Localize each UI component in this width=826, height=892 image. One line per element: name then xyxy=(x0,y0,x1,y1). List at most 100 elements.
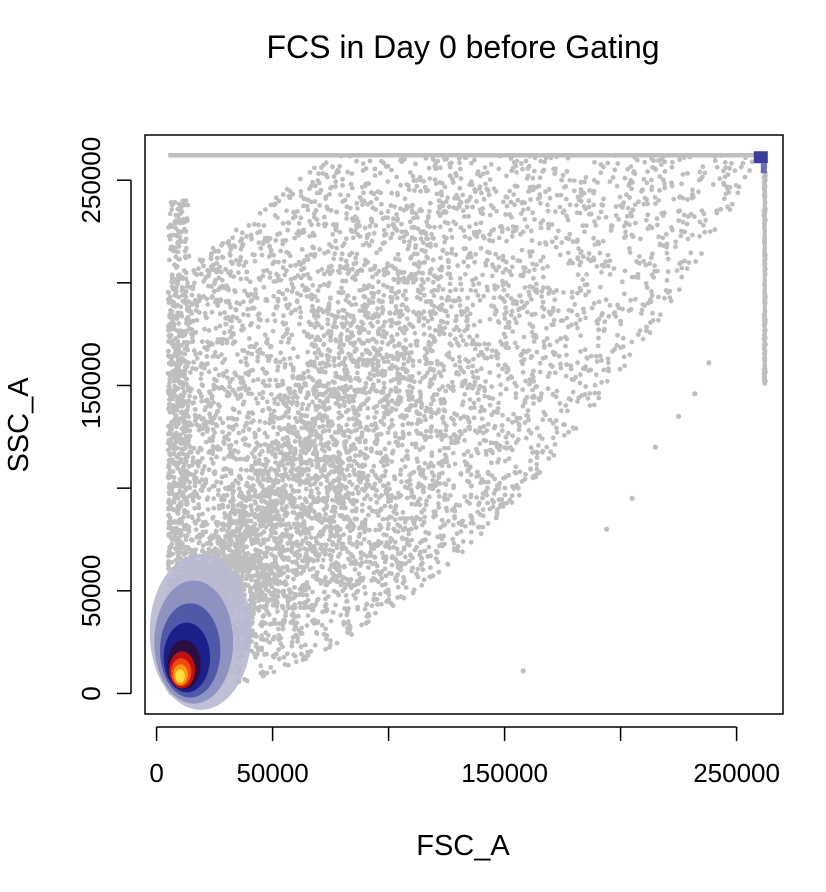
data-point xyxy=(645,201,650,207)
data-point xyxy=(525,408,531,413)
data-point xyxy=(306,362,311,368)
data-point xyxy=(712,158,718,164)
data-point xyxy=(207,390,213,396)
data-point xyxy=(233,392,239,398)
data-point xyxy=(615,332,620,338)
data-point xyxy=(489,348,495,353)
data-point xyxy=(686,260,692,265)
data-point xyxy=(317,283,323,289)
data-point xyxy=(614,183,620,189)
data-point xyxy=(700,222,706,228)
data-point xyxy=(229,324,235,330)
data-point xyxy=(513,391,519,396)
data-point xyxy=(436,494,442,499)
data-point xyxy=(684,266,690,272)
data-point xyxy=(431,473,437,479)
data-point xyxy=(438,255,443,261)
data-point xyxy=(323,608,329,614)
data-point xyxy=(258,663,264,669)
data-point xyxy=(246,426,252,432)
data-point xyxy=(389,562,395,568)
data-point xyxy=(551,290,556,295)
data-point xyxy=(414,456,420,462)
data-point xyxy=(382,559,388,565)
data-point xyxy=(316,180,322,186)
data-point xyxy=(513,470,519,476)
data-point xyxy=(223,315,229,321)
data-point xyxy=(188,537,194,543)
data-point xyxy=(443,199,449,205)
data-point xyxy=(537,360,543,366)
data-point xyxy=(740,160,746,166)
data-point xyxy=(386,223,391,229)
data-point xyxy=(360,502,365,507)
data-point xyxy=(199,394,204,399)
data-point xyxy=(284,330,290,336)
data-point xyxy=(537,369,543,375)
data-point xyxy=(373,223,379,228)
data-point xyxy=(597,250,603,256)
data-point xyxy=(298,189,304,194)
data-point xyxy=(389,299,394,305)
data-point xyxy=(321,271,327,277)
data-point xyxy=(564,315,570,321)
data-point xyxy=(245,306,251,312)
data-point xyxy=(444,156,449,162)
data-point xyxy=(530,387,535,393)
data-point xyxy=(307,186,312,192)
data-point xyxy=(260,351,266,356)
data-point xyxy=(196,479,202,485)
data-point xyxy=(329,244,335,250)
data-point xyxy=(200,511,205,517)
data-point xyxy=(289,332,295,338)
data-point xyxy=(276,656,282,662)
data-point xyxy=(363,591,368,596)
data-point xyxy=(475,450,480,455)
data-point xyxy=(656,294,661,300)
data-point xyxy=(585,256,591,262)
data-point xyxy=(307,170,313,175)
data-point xyxy=(421,322,426,328)
data-point xyxy=(509,308,515,314)
data-point xyxy=(335,554,341,559)
data-point xyxy=(391,377,396,382)
data-point xyxy=(284,268,289,274)
data-point xyxy=(540,274,546,280)
data-point xyxy=(297,495,303,500)
data-point xyxy=(669,164,675,170)
data-point xyxy=(383,581,388,587)
data-point xyxy=(255,354,261,360)
data-point xyxy=(246,386,252,392)
data-point xyxy=(215,268,221,274)
data-point xyxy=(316,171,321,177)
data-point xyxy=(366,330,372,335)
data-point xyxy=(583,292,588,298)
data-point xyxy=(216,372,222,378)
data-point xyxy=(304,331,310,337)
data-point xyxy=(542,159,547,165)
data-point xyxy=(287,188,293,194)
data-point xyxy=(217,311,223,317)
data-point xyxy=(617,366,623,372)
data-point xyxy=(313,315,319,320)
data-point xyxy=(534,262,539,268)
data-point xyxy=(196,388,202,394)
data-point xyxy=(242,288,248,294)
data-point xyxy=(359,622,364,628)
data-point xyxy=(404,495,410,501)
data-point xyxy=(441,367,447,373)
data-point xyxy=(435,488,441,494)
data-point xyxy=(512,340,518,346)
data-point xyxy=(225,240,231,246)
data-point xyxy=(397,326,403,331)
data-point xyxy=(310,589,315,595)
data-point xyxy=(253,291,259,297)
data-point xyxy=(524,412,529,418)
data-point xyxy=(707,229,713,235)
data-point xyxy=(498,391,503,397)
data-point xyxy=(340,290,346,295)
data-point xyxy=(354,346,359,352)
data-point xyxy=(267,244,273,250)
data-point xyxy=(456,343,462,348)
data-point xyxy=(541,306,547,312)
